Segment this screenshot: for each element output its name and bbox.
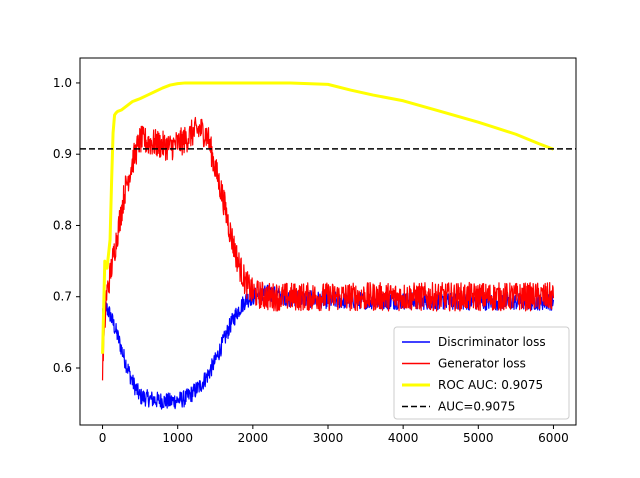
y-tick-label: 0.8 xyxy=(53,218,72,232)
legend-label-2: ROC AUC: 0.9075 xyxy=(438,378,543,392)
series-layer xyxy=(80,81,576,410)
series-line-1 xyxy=(101,116,555,381)
series-line-2 xyxy=(101,81,554,354)
y-tick-label: 0.9 xyxy=(53,147,72,161)
y-tick-label: 1.0 xyxy=(53,76,72,90)
legend: Discriminator loss Generator loss ROC AUC:… xyxy=(393,326,570,420)
x-tick-label: 5000 xyxy=(463,431,494,445)
y-axis: 0.6 0.7 0.8 0.9 1.0 xyxy=(53,76,80,375)
legend-label-0: Discriminator loss xyxy=(438,335,546,349)
y-tick-label: 0.6 xyxy=(53,361,72,375)
legend-label-1: Generator loss xyxy=(438,357,526,371)
x-tick-label: 1000 xyxy=(162,431,193,445)
x-tick-label: 0 xyxy=(99,431,107,445)
x-axis: 0 1000 2000 3000 4000 5000 6000 xyxy=(99,425,569,445)
x-tick-label: 3000 xyxy=(313,431,344,445)
y-tick-label: 0.7 xyxy=(53,290,72,304)
legend-box xyxy=(393,326,570,420)
x-tick-label: 6000 xyxy=(538,431,569,445)
x-tick-label: 2000 xyxy=(238,431,269,445)
legend-label-3: AUC=0.9075 xyxy=(438,400,515,414)
x-tick-label: 4000 xyxy=(388,431,419,445)
